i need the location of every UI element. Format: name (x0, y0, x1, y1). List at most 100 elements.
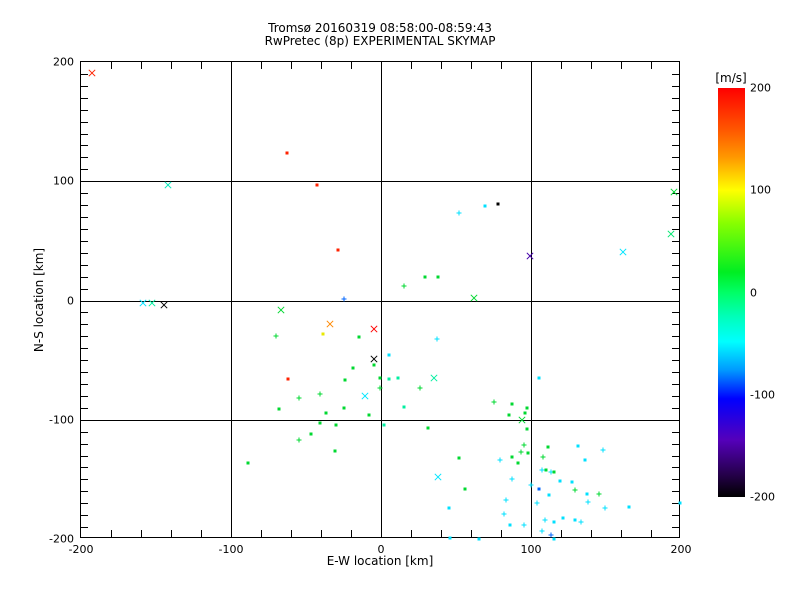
x-minor-tick (201, 62, 202, 69)
scatter-point (334, 423, 338, 427)
scatter-point (534, 500, 540, 506)
y-minor-tick (672, 73, 679, 75)
scatter-point (423, 275, 426, 279)
x-minor-tick (471, 530, 472, 537)
y-minor-tick (81, 264, 88, 266)
scatter-point (666, 229, 675, 238)
y-minor-tick (672, 109, 679, 111)
y-tick-label: -200 (49, 532, 74, 546)
y-minor-tick (672, 479, 679, 481)
y-tick-label: 0 (67, 294, 74, 307)
x-minor-tick (561, 62, 562, 69)
plot-area: -200 -100 0 100 200 -200 -100 0 100 200 (49, 56, 691, 557)
y-minor-tick (81, 217, 88, 219)
gridline-horizontal (81, 419, 679, 421)
y-minor-tick (81, 240, 88, 242)
x-minor-tick (321, 62, 322, 69)
scatter-point (510, 402, 513, 406)
y-minor-tick (81, 145, 88, 147)
gridline-vertical (231, 62, 232, 537)
scatter-point (552, 537, 555, 541)
scatter-point (309, 432, 312, 436)
x-tick-label: -100 (218, 543, 244, 556)
scatter-point (387, 377, 390, 381)
scatter-point (509, 476, 514, 482)
scatter-point (497, 457, 502, 463)
colorbar-tick-label: 0 (750, 286, 757, 299)
scatter-point (369, 354, 378, 363)
scatter-point (539, 528, 544, 534)
y-tick-label: 100 (53, 174, 74, 188)
scatter-point (521, 522, 526, 528)
y-minor-tick (81, 169, 88, 171)
y-minor-tick (81, 276, 88, 278)
y-tick-label: 200 (53, 55, 74, 69)
y-minor-tick (81, 205, 88, 207)
scatter-point (547, 493, 551, 497)
scatter-point (576, 444, 579, 448)
scatter-point (434, 472, 443, 481)
scatter-point (315, 183, 318, 187)
x-minor-tick (261, 530, 262, 537)
y-minor-tick (81, 228, 88, 230)
scatter-point (351, 366, 354, 370)
x-minor-tick (441, 530, 442, 537)
y-minor-tick (672, 431, 679, 433)
scatter-point (147, 298, 156, 307)
y-minor-tick (672, 372, 679, 374)
x-minor-tick (621, 62, 622, 69)
scatter-point (470, 294, 479, 303)
scatter-point (159, 301, 168, 310)
y-minor-tick (672, 407, 679, 409)
scatter-point (382, 423, 386, 427)
scatter-point (333, 449, 336, 453)
x-minor-tick (441, 62, 442, 69)
x-minor-tick (291, 530, 292, 537)
scatter-point (558, 479, 561, 483)
scatter-point (572, 487, 577, 493)
y-minor-tick (672, 312, 679, 314)
y-minor-tick (672, 527, 679, 529)
y-tick-label: -100 (49, 413, 74, 427)
y-minor-tick (672, 491, 679, 493)
y-minor-tick (81, 407, 88, 409)
x-minor-tick (651, 530, 652, 537)
y-minor-tick (81, 395, 88, 397)
x-tick-label: 100 (520, 543, 542, 556)
y-minor-tick (81, 157, 88, 159)
scatter-point (585, 499, 591, 505)
scatter-point (343, 378, 347, 382)
y-minor-tick (672, 121, 679, 123)
scatter-point (396, 376, 399, 380)
scatter-point (537, 487, 540, 491)
scatter-point (286, 377, 290, 381)
scatter-point (402, 405, 405, 409)
y-minor-tick (672, 264, 679, 266)
y-minor-tick (81, 479, 88, 481)
y-minor-tick (81, 515, 88, 517)
y-minor-tick (672, 85, 679, 87)
y-minor-tick (81, 133, 88, 135)
x-tick-label: -200 (68, 543, 94, 556)
scatter-point (583, 458, 587, 462)
scatter-point (318, 421, 321, 425)
scatter-point (477, 537, 480, 541)
x-minor-tick (111, 62, 112, 69)
x-minor-tick (561, 530, 562, 537)
x-minor-tick (351, 62, 352, 69)
y-minor-tick (672, 336, 679, 338)
y-minor-tick (672, 348, 679, 350)
scatter-point (561, 516, 564, 520)
scatter-point (436, 275, 440, 279)
y-minor-tick (81, 348, 88, 350)
x-minor-tick (351, 530, 352, 537)
x-minor-tick (141, 530, 142, 537)
scatter-point (246, 461, 249, 465)
scatter-point (542, 517, 547, 523)
scatter-point (463, 487, 467, 491)
scatter-point (525, 427, 528, 431)
scatter-point (518, 415, 527, 424)
y-minor-tick (81, 360, 88, 362)
colorbar-title: [m/s] (715, 71, 747, 85)
y-minor-tick (672, 97, 679, 99)
